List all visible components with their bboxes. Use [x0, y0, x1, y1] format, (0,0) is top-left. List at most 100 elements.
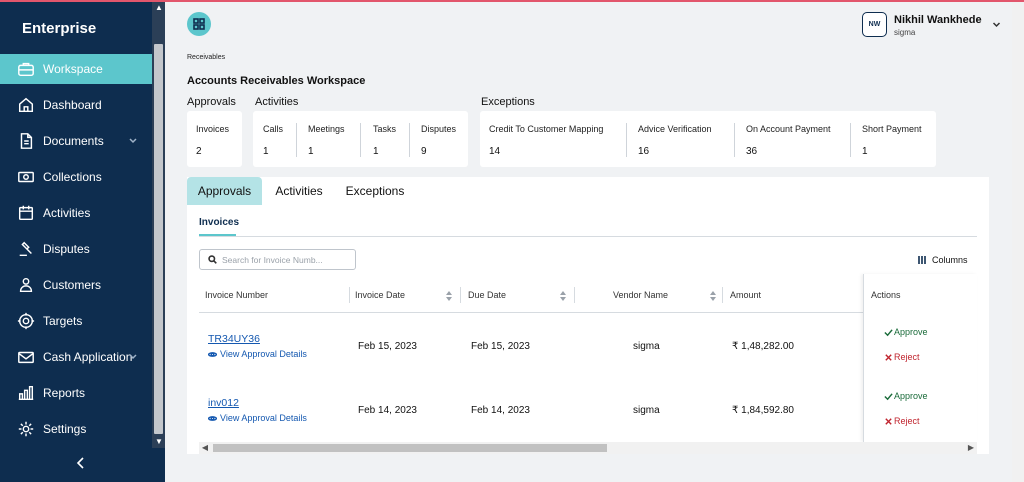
- table-horizontal-scrollbar[interactable]: ◀ ▶: [199, 442, 977, 454]
- search-input[interactable]: [222, 254, 352, 265]
- approve-button[interactable]: Approve: [884, 327, 928, 337]
- reject-button[interactable]: Reject: [884, 416, 920, 426]
- collapse-sidebar-chevron-icon[interactable]: [74, 456, 90, 472]
- table-scrollbar-thumb[interactable]: [213, 444, 607, 452]
- avatar[interactable]: NW: [862, 12, 887, 37]
- sidebar-item-activities[interactable]: Activities: [0, 198, 152, 228]
- sidebar-item-label: Collections: [43, 170, 102, 184]
- chevron-down-icon: [128, 135, 138, 145]
- tab-exceptions[interactable]: Exceptions: [345, 184, 405, 198]
- scroll-right-arrow-icon[interactable]: ▶: [967, 443, 975, 452]
- column-header-invoice-number[interactable]: Invoice Number: [205, 290, 269, 300]
- table-header: Invoice Number Invoice Date Due Date Ven…: [199, 277, 977, 313]
- divider: [409, 123, 410, 157]
- sidebar-item-workspace[interactable]: Workspace: [0, 54, 152, 84]
- column-header-vendor-name[interactable]: Vendor Name: [613, 290, 669, 300]
- activities-group-label: Activities: [255, 96, 299, 108]
- columns-button[interactable]: Columns: [917, 255, 968, 265]
- sidebar-item-documents[interactable]: Documents: [0, 126, 152, 156]
- subtab-invoices[interactable]: Invoices: [199, 217, 240, 228]
- metric-label: Tasks: [373, 124, 397, 134]
- sidebar-scrollbar-thumb[interactable]: [154, 44, 163, 434]
- user-org: sigma: [894, 28, 916, 37]
- column-header-invoice-date[interactable]: Invoice Date: [355, 290, 406, 300]
- sidebar-item-label: Customers: [43, 278, 102, 292]
- sidebar-item-cash-application[interactable]: Cash Application: [0, 342, 152, 372]
- sidebar-item-label: Documents: [43, 134, 104, 148]
- target-icon: [16, 311, 36, 331]
- metric-label: Calls: [263, 124, 284, 134]
- divider: [296, 123, 297, 157]
- sort-icon[interactable]: [559, 289, 567, 301]
- sidebar-item-label: Disputes: [43, 242, 90, 256]
- page-title: Accounts Receivables Workspace: [187, 75, 366, 87]
- gear-icon: [16, 419, 36, 439]
- view-approval-details-link[interactable]: View Approval Details: [208, 349, 307, 359]
- approve-label: Approve: [894, 391, 928, 401]
- metric-value: 14: [489, 146, 501, 157]
- activities-summary-card: Calls 1 Meetings 1 Tasks 1 Disputes 9: [253, 111, 468, 167]
- sidebar-item-collections[interactable]: Collections: [0, 162, 152, 192]
- user-menu[interactable]: NW Nikhil Wankhede sigma: [862, 12, 1012, 42]
- invoice-search[interactable]: [199, 249, 356, 270]
- sidebar-item-label: Workspace: [43, 62, 103, 76]
- metric-label: Meetings: [308, 124, 345, 134]
- sidebar-item-label: Dashboard: [43, 98, 102, 112]
- check-icon: [884, 392, 893, 400]
- due-date-cell: Feb 14, 2023: [471, 405, 530, 416]
- sidebar-item-label: Targets: [43, 314, 83, 328]
- cash-icon: [16, 167, 36, 187]
- table-row: inv012 View Approval Details Feb 14, 202…: [199, 378, 863, 442]
- amount-cell: ₹ 1,84,592.80: [732, 405, 794, 416]
- tab-approvals[interactable]: Approvals: [187, 177, 262, 205]
- divider: [360, 123, 361, 157]
- calendar-icon: [16, 203, 36, 223]
- sidebar-item-customers[interactable]: Customers: [0, 270, 152, 300]
- tabs: Approvals Activities Exceptions: [187, 177, 989, 205]
- home-icon: [16, 95, 36, 115]
- page-vertical-scrollbar[interactable]: [1012, 2, 1024, 482]
- sidebar-item-targets[interactable]: Targets: [0, 306, 152, 336]
- sidebar-item-settings[interactable]: Settings: [0, 414, 152, 444]
- sidebar-item-label: Settings: [43, 422, 87, 436]
- divider: [349, 287, 350, 303]
- sidebar-item-disputes[interactable]: Disputes: [0, 234, 152, 264]
- approvals-summary-card: Invoices 2: [187, 111, 242, 167]
- table-row: TR34UY36 View Approval Details Feb 15, 2…: [199, 314, 863, 378]
- sidebar-item-dashboard[interactable]: Dashboard: [0, 90, 152, 120]
- scroll-down-arrow-icon[interactable]: ▼: [155, 437, 163, 446]
- sort-icon[interactable]: [445, 289, 453, 301]
- sidebar-scrollbar[interactable]: ▲ ▼: [152, 0, 165, 448]
- bar-chart-icon: [16, 383, 36, 403]
- view-approval-details-link[interactable]: View Approval Details: [208, 413, 307, 423]
- metric-value: 2: [196, 146, 202, 157]
- metric-value: 1: [308, 146, 314, 157]
- invoice-date-cell: Feb 15, 2023: [358, 341, 417, 352]
- chevron-down-icon[interactable]: [992, 16, 1001, 28]
- sidebar-item-reports[interactable]: Reports: [0, 378, 152, 408]
- column-header-due-date[interactable]: Due Date: [468, 290, 507, 300]
- apps-grid-button[interactable]: [187, 12, 211, 36]
- scroll-up-arrow-icon[interactable]: ▲: [155, 3, 163, 12]
- column-header-amount[interactable]: Amount: [730, 290, 762, 300]
- tab-activities[interactable]: Activities: [275, 184, 323, 198]
- view-link-label: View Approval Details: [220, 413, 307, 423]
- check-icon: [884, 328, 893, 336]
- reject-label: Reject: [894, 416, 920, 426]
- reject-button[interactable]: Reject: [884, 352, 920, 362]
- divider: [626, 123, 627, 157]
- invoice-number-link[interactable]: TR34UY36: [208, 333, 260, 345]
- approve-label: Approve: [894, 327, 928, 337]
- divider: [850, 123, 851, 157]
- metric-value: 1: [263, 146, 269, 157]
- exceptions-group-label: Exceptions: [481, 96, 535, 108]
- invoice-number-link[interactable]: inv012: [208, 397, 239, 409]
- scroll-left-arrow-icon[interactable]: ◀: [201, 443, 209, 452]
- approvals-group-label: Approvals: [187, 96, 236, 108]
- approve-button[interactable]: Approve: [884, 391, 928, 401]
- metric-value: 1: [862, 146, 868, 157]
- user-name: Nikhil Wankhede: [894, 14, 982, 26]
- sort-icon[interactable]: [709, 289, 717, 301]
- mail-money-icon: [16, 347, 36, 367]
- due-date-cell: Feb 15, 2023: [471, 341, 530, 352]
